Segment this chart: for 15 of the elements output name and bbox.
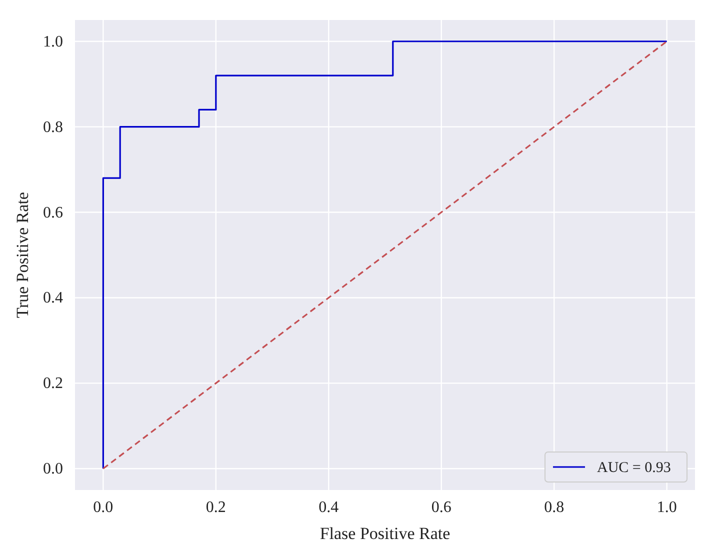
y-tick-label: 0.8 [43,118,63,136]
x-tick-label: 0.2 [206,499,226,516]
y-tick-label: 0.2 [43,375,63,392]
x-tick-label: 1.0 [656,499,677,516]
x-tick-label: 0.0 [93,499,114,516]
x-tick-label: 0.6 [431,499,452,516]
x-tick-label: 0.4 [318,499,339,516]
y-tick-label: 0.4 [43,290,63,307]
x-axis-title: Flase Positive Rate [320,524,450,543]
x-tick-label: 0.8 [544,499,564,516]
legend-label: AUC = 0.93 [597,460,671,476]
y-tick-label: 0.6 [43,204,63,222]
y-axis-title: True Positive Rate [13,192,32,318]
y-tick-label: 1.0 [43,33,63,50]
y-tick-label: 0.0 [43,460,63,478]
